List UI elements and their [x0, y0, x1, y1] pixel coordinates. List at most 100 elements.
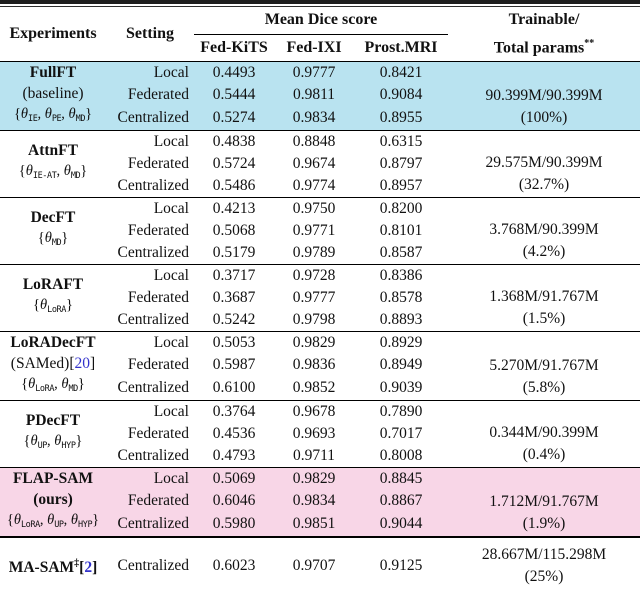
- table-row: AttnFT {θIE-AT, θMD} Local 0.4838 0.8848 0.63…: [0, 130, 640, 193]
- table-row: Centralized 0.6100 0.9852 0.9039: [0, 377, 640, 400]
- setting-cell: Centralized: [117, 446, 189, 464]
- dice-fed-kits: 0.6046: [212, 492, 256, 510]
- dice-fed-kits: 0.3687: [212, 288, 256, 306]
- dice-fed-kits: 0.4213: [212, 199, 256, 217]
- dice-fed-kits: 0.4536: [212, 424, 256, 442]
- dice-fed-ixi: 0.9707: [292, 556, 336, 574]
- dice-prost-mri: 0.8421: [379, 63, 423, 81]
- dice-prost-mri: 0.7017: [379, 424, 423, 442]
- label-text: MA-SAM: [8, 559, 75, 577]
- label-text: FLAP-SAM: [12, 469, 94, 487]
- dice-prost-mri: 0.7890: [379, 402, 423, 420]
- citation-link[interactable]: 2: [84, 559, 93, 577]
- table-top-rule: [0, 0, 640, 7]
- theta-subscript: MD: [75, 113, 86, 124]
- params-wrap: 28.667M/115.298M (25%): [448, 544, 640, 588]
- dice-fed-ixi: 0.9789: [292, 243, 336, 261]
- params-cell: 1.368M/91.767M (1.5%): [448, 264, 640, 331]
- label-text: (baseline): [22, 84, 84, 102]
- setting-cell: Centralized: [117, 379, 189, 397]
- theta-subscript: LoRA: [47, 305, 66, 315]
- params-percentage: (25%): [524, 567, 564, 585]
- dice-fed-ixi: 0.9771: [292, 221, 336, 239]
- experiment-label-cell: FLAP-SAM (ours) {θLoRA, θUP, θHYP}: [0, 467, 106, 537]
- table-row: DecFT {θMD} Local 0.4213 0.9750 0.8200 3.768M/…: [0, 197, 640, 260]
- params-cell: 29.575M/90.399M (32.7%): [448, 130, 640, 197]
- experiment-group: LoRAFT {θLoRA} Local 0.3717 0.9728 0.8386 1.36…: [0, 264, 640, 331]
- theta-symbol: θ: [28, 375, 36, 392]
- dice-fed-ixi: 0.9852: [292, 379, 336, 397]
- experiment-subtitle: (SAMed)[20]: [0, 353, 106, 374]
- experiment-theta-set: {θLoRA}: [33, 297, 73, 315]
- experiment-label-cell: LoRAFT {θLoRA}: [0, 264, 106, 331]
- table-row: FullFT (baseline) {θIE, θPE, θMD} Local 0.44…: [0, 61, 640, 126]
- dice-prost-mri: 0.9044: [379, 515, 423, 533]
- experiment-name: LoRADecFT: [0, 332, 106, 353]
- params-cell: 28.667M/115.298M (25%): [448, 537, 640, 594]
- citation-bracket: ]: [90, 354, 96, 372]
- setting-cell: Federated: [127, 424, 189, 442]
- dice-fed-ixi: 0.9728: [292, 266, 336, 284]
- theta-subscript: MD: [68, 383, 78, 394]
- theta-symbol: θ: [44, 105, 52, 122]
- theta-symbol: θ: [20, 105, 29, 122]
- params-value: 29.575M/90.399M: [485, 153, 603, 171]
- experiment-theta-set: {θUP, θHYP}: [23, 433, 83, 451]
- dice-fed-kits: 0.5980: [212, 515, 256, 533]
- params-header-line1: Trainable/: [508, 10, 580, 28]
- label-text: (SAMed): [10, 354, 70, 372]
- params-value: 5.270M/91.767M: [489, 356, 599, 374]
- dice-fed-kits: 0.5068: [212, 221, 256, 239]
- dice-prost-mri: 0.8200: [379, 199, 423, 217]
- table-row: Federated 0.3687 0.9777 0.8578: [0, 287, 640, 309]
- citation-bracket: ]: [92, 559, 98, 577]
- params-cell: 90.399M/90.399M (100%): [448, 61, 640, 130]
- table-row: LoRADecFT (SAMed)[20] {θLoRA, θMD} Local 0.5…: [0, 331, 640, 396]
- setting-cell: Federated: [127, 356, 189, 374]
- dice-fed-ixi: 0.9693: [292, 424, 336, 442]
- theta-symbol: θ: [68, 105, 76, 122]
- table-row: Federated 0.6046 0.9834 0.8867: [0, 490, 640, 513]
- dice-prost-mri: 0.8101: [379, 221, 423, 239]
- theta-subscript: HYP: [61, 441, 76, 451]
- citation-bracket: [: [69, 354, 75, 372]
- dice-prost-mri: 0.8578: [379, 288, 423, 306]
- dice-fed-ixi: 0.9711: [292, 446, 336, 464]
- table-row: Centralized 0.5980 0.9851 0.9044: [0, 513, 640, 537]
- dice-fed-ixi: 0.9678: [292, 402, 336, 420]
- experiment-group: MA-SAM‡[2] Centralized 0.6023 0.9707 0.9125 2…: [0, 536, 640, 594]
- dice-fed-ixi: 0.9750: [292, 199, 336, 217]
- dice-prost-mri: 0.8893: [379, 310, 423, 328]
- table-row: PDecFT {θUP, θHYP} Local 0.3764 0.9678 0.7890…: [0, 400, 640, 463]
- dice-fed-kits: 0.6023: [212, 556, 256, 574]
- dice-fed-ixi: 0.9829: [292, 333, 336, 351]
- experiment-name: AttnFT: [0, 140, 106, 161]
- setting-cell: Centralized: [117, 176, 189, 194]
- table-row: Federated 0.5068 0.9771 0.8101: [0, 220, 640, 242]
- dice-prost-mri: 0.8957: [379, 176, 423, 194]
- theta-symbol: θ: [25, 163, 33, 179]
- theta-symbol: θ: [40, 297, 48, 313]
- experiment-name: FLAP-SAM: [0, 468, 106, 489]
- experiment-name: DecFT: [0, 207, 106, 228]
- col-header-mean-dice-score: Mean Dice score: [194, 7, 448, 35]
- col-header-prost-mri: Prost.MRI: [364, 38, 438, 56]
- dice-fed-kits: 0.4838: [212, 132, 256, 150]
- table-row: Centralized 0.5486 0.9774 0.8957: [0, 175, 640, 198]
- theta-subscript: HYP: [78, 519, 93, 530]
- table-row: Centralized 0.5179 0.9789 0.8587: [0, 242, 640, 265]
- params-percentage: (32.7%): [518, 175, 570, 193]
- theta-symbol: θ: [54, 433, 62, 449]
- params-wrap: 5.270M/91.767M (5.8%): [448, 355, 640, 400]
- results-table: Experiments Setting Mean Dice score Trai…: [0, 7, 640, 594]
- theta-subscript: UP: [54, 519, 64, 530]
- params-percentage: (100%): [520, 108, 568, 126]
- setting-cell: Centralized: [117, 109, 189, 127]
- experiment-group: FullFT (baseline) {θIE, θPE, θMD} Local 0.44…: [0, 61, 640, 130]
- citation-link[interactable]: 20: [74, 354, 91, 372]
- params-wrap: 1.368M/91.767M (1.5%): [448, 286, 640, 331]
- setting-cell: Federated: [127, 221, 189, 239]
- experiment-subtitle: (baseline): [0, 83, 106, 104]
- dice-fed-kits: 0.5242: [212, 310, 256, 328]
